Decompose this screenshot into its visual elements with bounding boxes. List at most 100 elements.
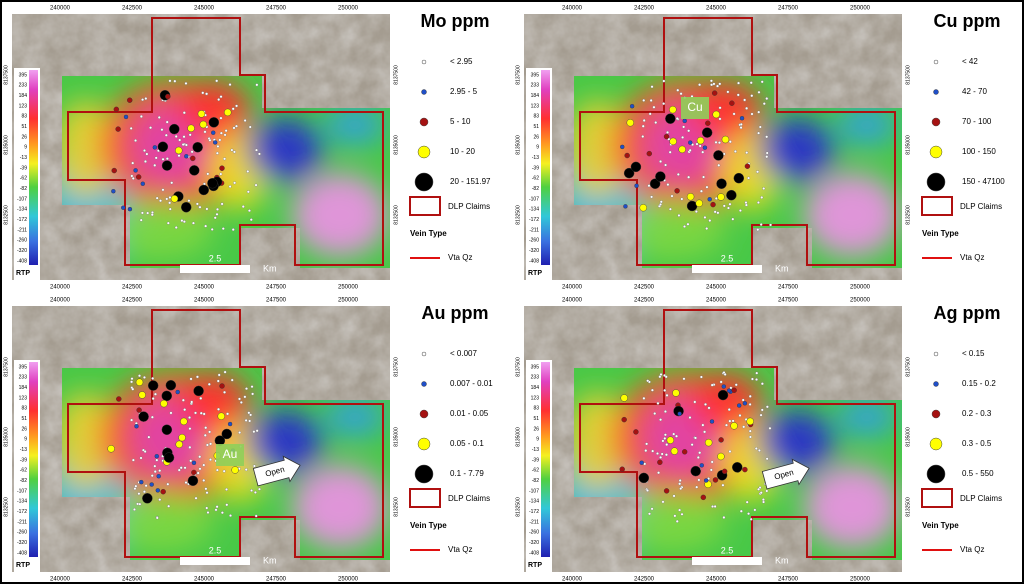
y-coord: 8137500 [3,357,9,377]
sample-point [160,489,166,495]
sample-point [661,439,665,443]
sample-point [230,148,234,152]
sample-point [716,211,720,215]
sample-point [664,375,668,379]
sample-point [155,196,159,200]
sample-point [727,206,730,210]
legend-marker [929,145,943,159]
sample-point [159,199,162,203]
sample-point [641,135,645,138]
sample-point [134,139,137,142]
sample-point [154,156,158,160]
sample-point [254,183,258,187]
sample-point [738,209,742,212]
sample-point [250,385,254,389]
sample-point [238,431,242,435]
sample-point [229,514,232,518]
sample-point [765,489,769,493]
legend-label: 42 - 70 [962,87,987,96]
sample-point [747,512,751,516]
colorbar-label: 184 [531,385,540,391]
sample-point [173,79,177,83]
sample-point [158,469,162,473]
sample-point [652,105,656,109]
sample-point [681,135,685,139]
colorbar-label: -172 [17,217,27,223]
rtp-blob [105,492,215,552]
sample-point [211,130,216,135]
sample-point [165,93,171,100]
sample-point [175,440,183,449]
x-coord: 247500 [778,298,799,304]
sample-point [170,181,174,185]
sample-point [243,395,247,399]
colorbar-label: 233 [531,83,540,89]
sample-point [131,176,135,180]
colorbar-label: -134 [529,207,539,213]
sample-point [713,505,717,508]
sample-point [192,142,203,153]
sample-point [654,121,658,124]
sample-point [732,462,743,473]
y-coord: 8135000 [393,135,399,155]
sample-point [113,106,120,113]
sample-point [130,380,134,384]
x-coord: 240000 [50,285,71,291]
sample-point [111,167,117,174]
sample-point [225,487,228,491]
legend-label: DLP Claims [960,494,1002,503]
sample-point [626,119,634,127]
colorbar [541,70,550,265]
scale-bar [180,557,250,565]
legend-marker [421,381,427,387]
sample-point [709,419,715,424]
sample-point [191,460,197,466]
panel-title: Ag ppm [934,303,1001,323]
sample-point [232,150,236,154]
sample-point [672,494,676,498]
sample-point [188,416,192,419]
sample-point [678,479,682,482]
legend-label: 0.5 - 550 [962,469,994,478]
colorbar-label: -107 [17,488,27,494]
sample-point [704,438,713,447]
legend-marker [926,172,946,192]
sample-point [191,469,197,476]
sample-point [633,429,639,435]
sample-point [207,382,211,386]
scale-label: 2.5 [721,545,734,555]
legend-label: Vta Qz [448,545,472,554]
legend-marker [419,117,429,127]
sample-point [703,430,707,434]
sample-point [223,157,227,161]
sample-point [682,377,686,381]
sample-point [657,471,661,475]
sample-point [203,130,207,134]
colorbar-label: 395 [19,72,28,78]
sample-point [743,98,747,102]
sample-point [209,442,213,446]
sample-point [189,459,193,463]
samples [620,79,773,232]
sample-point [184,81,188,85]
sample-point [666,183,670,187]
sample-point [247,411,251,415]
sample-point [737,403,742,408]
sample-point [760,80,764,84]
sample-point [231,466,239,474]
sample-point [239,400,243,404]
sample-point [153,464,157,468]
sample-point [726,189,737,201]
colorbar-label: 123 [531,395,540,401]
sample-point [207,178,218,189]
legend-label: 2.95 - 5 [450,87,478,96]
y-coord: 8137500 [905,65,911,85]
sample-point [215,151,219,155]
sample-point [203,433,207,437]
sample-point [695,199,703,208]
colorbar-label: -82 [20,186,27,192]
sample-point [642,98,646,102]
sample-point [127,97,133,103]
x-coord: 242500 [634,285,655,291]
